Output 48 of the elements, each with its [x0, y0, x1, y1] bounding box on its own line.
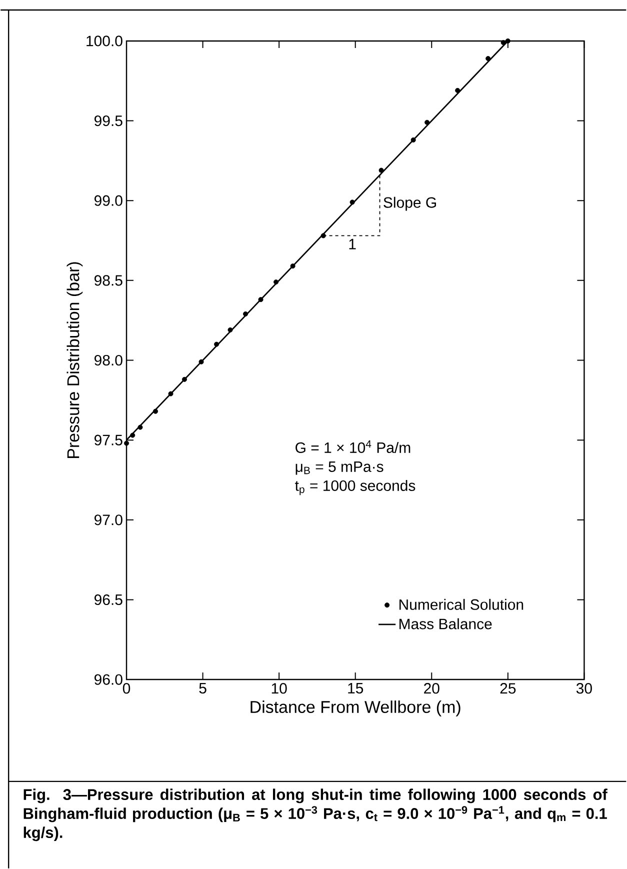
point — [243, 311, 248, 316]
y-tick-label: 97.5 — [94, 434, 122, 446]
y-tick-label: 97.0 — [94, 514, 122, 526]
point — [214, 342, 220, 347]
point — [130, 432, 136, 438]
y-tick-label: 99.5 — [94, 115, 122, 126]
point — [500, 40, 506, 46]
point — [410, 137, 416, 142]
point — [228, 327, 233, 332]
point — [424, 120, 430, 125]
point — [320, 233, 326, 238]
point — [168, 391, 174, 396]
point — [198, 359, 204, 364]
annotation: Slope G — [384, 196, 436, 211]
x-tick-label: 15 — [348, 683, 364, 694]
x-tick-label: 0 — [123, 683, 130, 694]
point — [350, 200, 355, 205]
point — [506, 38, 511, 44]
y-tick-label: 96.5 — [94, 594, 122, 606]
y-tick-label: 96.0 — [94, 674, 122, 685]
point — [138, 424, 143, 430]
point — [455, 88, 460, 93]
point — [274, 280, 279, 285]
point — [182, 376, 188, 382]
legend-label: Mass Balance — [400, 618, 492, 630]
point — [378, 168, 384, 173]
point — [153, 408, 158, 414]
text: Fig. 3—Pressure distribution at long shut-in time following 1000 seconds of Bingham-fluid production (μ$_{B}$ = 5 × 10$^{−3}$ Pa·s, c$_{t}$ = 9.0 × 10$^{−9}$ Pa$^{−1}$, and q$_{m}$ = 0.1 kg/s). — [24, 788, 608, 842]
x-tick-label: 20 — [424, 683, 440, 694]
y-tick-label: 100.0 — [86, 36, 122, 46]
point — [290, 264, 296, 269]
annotation: μ$_{B}$ = 5 mPa·s — [296, 462, 384, 475]
y-tick-label: 98.0 — [94, 354, 122, 366]
x-tick-label: 10 — [272, 683, 287, 694]
x-tick-label: 25 — [500, 683, 516, 694]
y-tick-label: 99.0 — [94, 195, 122, 206]
point — [486, 56, 491, 62]
point — [124, 440, 130, 446]
x-tick-label: 5 — [199, 683, 206, 694]
x-tick-label: 30 — [576, 683, 592, 694]
point — [258, 297, 264, 302]
x-axis-title: Distance From Wellbore (m) — [250, 700, 460, 716]
annotation: 1 — [349, 238, 356, 250]
y-tick-label: 98.5 — [94, 275, 122, 286]
legend-label: Numerical Solution — [400, 598, 524, 610]
annotation: t$_{p}$ = 1000 seconds — [295, 480, 416, 496]
y-axis-title: Pressure Distribution (bar) — [66, 262, 83, 458]
annotation: G = 1 × 10$^{4}$ Pa/m — [296, 440, 410, 453]
